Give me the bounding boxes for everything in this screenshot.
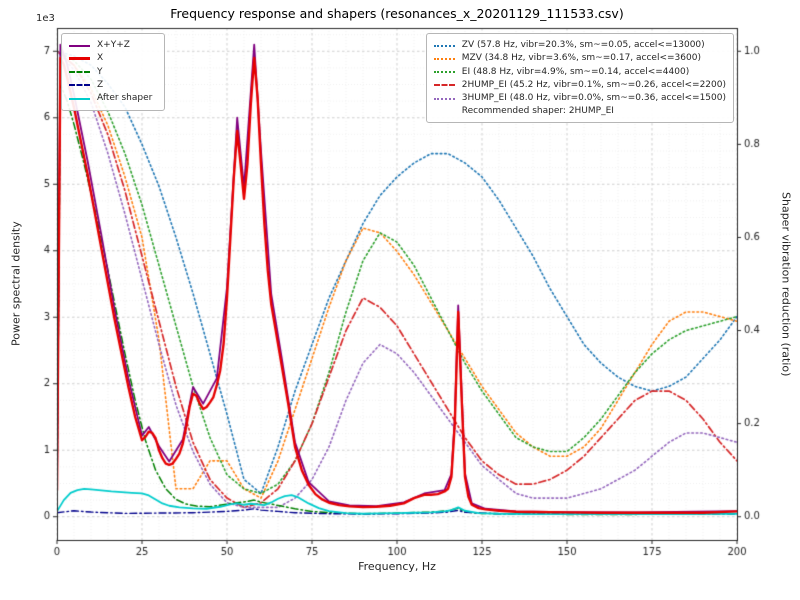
recommended-shaper-note: Recommended shaper: 2HUMP_EI [461, 106, 614, 117]
legend-item-zv: ZV (57.8 Hz, vibr=20.3%, sm~=0.05, accel… [433, 40, 726, 51]
zv-line-swatch [433, 44, 455, 47]
legend-shapers: ZV (57.8 Hz, vibr=20.3%, sm~=0.05, accel… [425, 33, 734, 124]
legend-item-ei: EI (48.8 Hz, vibr=4.9%, sm~=0.14, accel<… [433, 66, 726, 78]
y-line-swatch [69, 71, 90, 74]
ei-line-swatch [433, 71, 455, 74]
3hump-ei-line-swatch [433, 97, 455, 100]
legend-item-label: Y [97, 66, 103, 77]
legend-item-2hump-ei: 2HUMP_EI (45.2 Hz, vibr=0.1%, sm~=0.26, … [433, 79, 726, 91]
after-shaper-line-swatch [69, 97, 90, 100]
xyz-line-swatch [69, 44, 90, 47]
legend-item-label: 2HUMP_EI (45.2 Hz, vibr=0.1%, sm~=0.26, … [461, 79, 726, 90]
legend-item-label: MZV (34.8 Hz, vibr=3.6%, sm~=0.17, accel… [461, 53, 701, 64]
legend-item-label: ZV (57.8 Hz, vibr=20.3%, sm~=0.05, accel… [461, 40, 705, 50]
legend-item-3hump-ei: 3HUMP_EI (48.0 Hz, vibr=0.0%, sm~=0.36, … [433, 93, 726, 104]
legend-item-label: X+Y+Z [97, 40, 130, 50]
legend-item-after-shaper: After shaper [69, 93, 157, 104]
legend-item-label: After shaper [97, 93, 153, 103]
chart-title: Frequency response and shapers (resonanc… [170, 6, 624, 21]
y-axis-label-left: Power spectral density [9, 221, 23, 347]
legend-item-z: Z [69, 80, 157, 91]
legend-item-mzv: MZV (34.8 Hz, vibr=3.6%, sm~=0.17, accel… [433, 53, 726, 64]
x-axis-label: Frequency, Hz [358, 560, 436, 573]
y-axis-offset-text: 1e3 [36, 13, 55, 24]
legend-item-label: Z [97, 79, 104, 90]
2hump-ei-line-swatch [433, 84, 455, 87]
mzv-line-swatch [433, 57, 455, 60]
legend-psd: X+Y+Z X Y Z After shaper [61, 33, 165, 112]
x-line-swatch [69, 57, 90, 61]
y-axis-label-right: Shaper vibration reduction (ratio) [779, 191, 793, 377]
legend-item-x: X [69, 53, 157, 64]
z-line-swatch [69, 84, 90, 87]
legend-item-label: 3HUMP_EI (48.0 Hz, vibr=0.0%, sm~=0.36, … [461, 93, 726, 103]
legend-item-label: EI (48.8 Hz, vibr=4.9%, sm~=0.14, accel<… [461, 66, 690, 77]
legend-item-y: Y [69, 67, 157, 78]
legend-item-xyz: X+Y+Z [69, 40, 157, 51]
legend-item-label: X [97, 53, 104, 64]
